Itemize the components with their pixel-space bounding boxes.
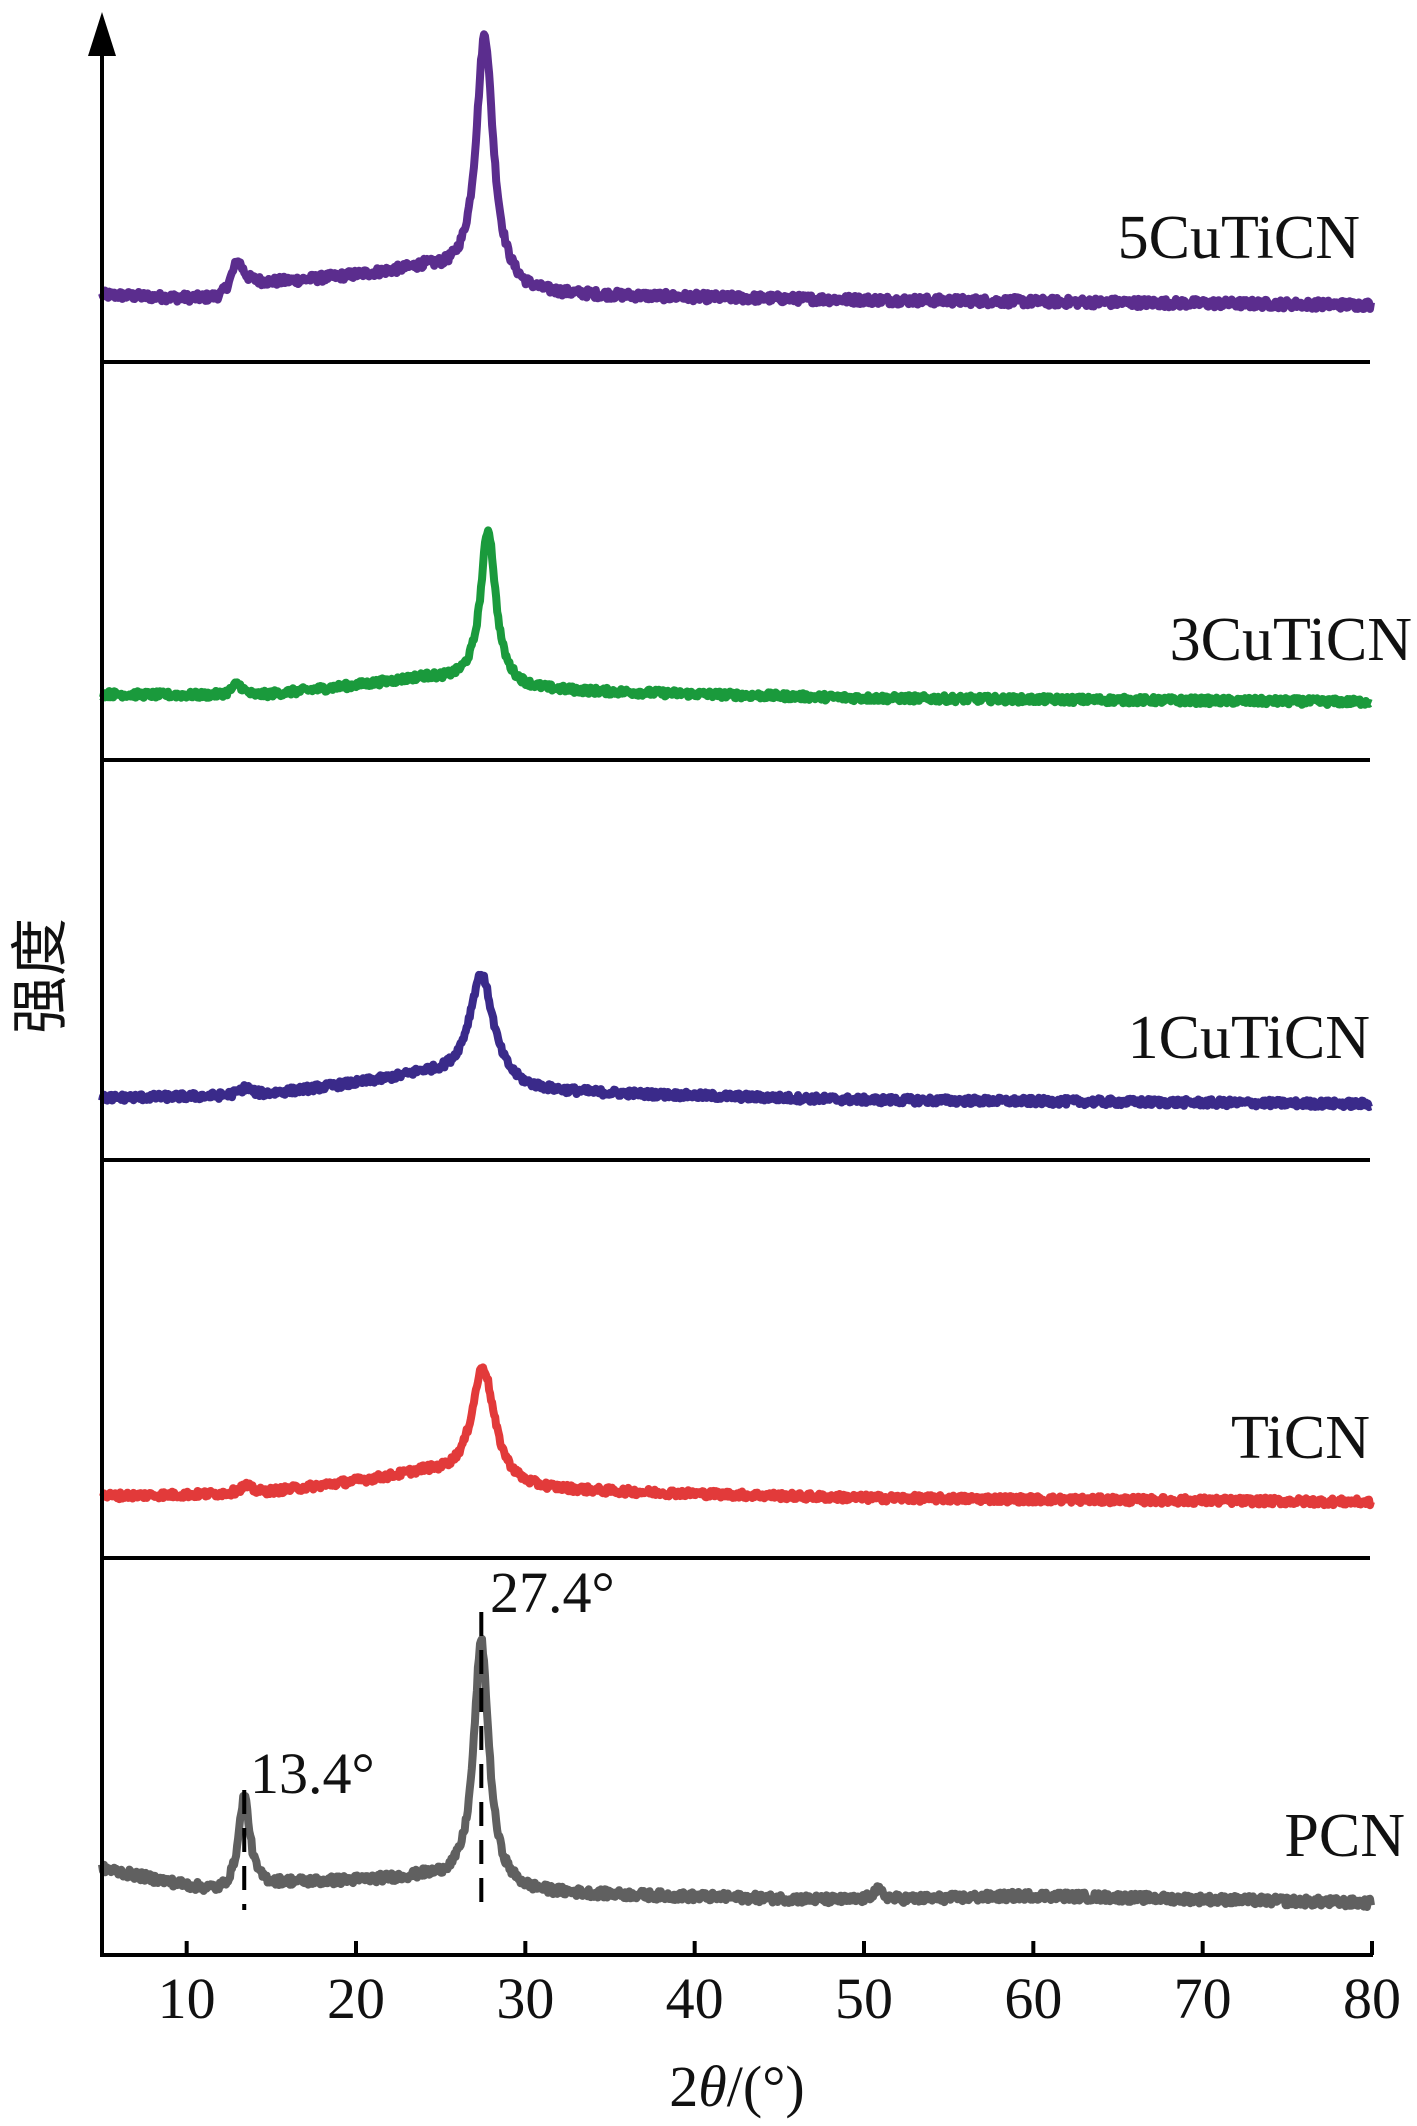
series-line-1CuTiCN	[98, 970, 1374, 1112]
panel-1CuTiCN: 1CuTiCN	[98, 970, 1374, 1162]
series-label-TiCN: TiCN	[1231, 1404, 1370, 1472]
x-tick-label: 30	[496, 1966, 554, 2031]
peak-annotation-label: 27.4°	[490, 1560, 615, 1625]
y-axis-title: 强度	[8, 918, 73, 1034]
x-axis-title-main: 2	[669, 2054, 698, 2119]
x-axis-title-unit: /(°)	[727, 2054, 805, 2119]
series-line-TiCN	[99, 1363, 1375, 1510]
y-axis-arrow-icon	[88, 12, 116, 56]
series-label-3CuTiCN: 3CuTiCN	[1170, 606, 1412, 674]
x-tick-label: 10	[158, 1966, 216, 2031]
x-tick-label: 80	[1343, 1966, 1401, 2031]
x-tick-label: 50	[835, 1966, 893, 2031]
chart-panels: 5CuTiCN 3CuTiCN 1CuTiCN TiCN PCN 13.4° 27.4°	[98, 30, 1412, 1912]
x-tick-label: 60	[1004, 1966, 1062, 2031]
series-label-1CuTiCN: 1CuTiCN	[1128, 1004, 1370, 1072]
peak-annotation-label: 13.4°	[250, 1741, 375, 1806]
series-line-PCN	[98, 1634, 1375, 1911]
x-axis-title: 2θ/(°)	[669, 2054, 804, 2119]
panel-TiCN: TiCN	[99, 1363, 1375, 1560]
x-tick-label: 70	[1174, 1966, 1232, 2031]
series-line-3CuTiCN	[99, 526, 1374, 709]
panel-3CuTiCN: 3CuTiCN	[99, 526, 1412, 762]
series-label-PCN: PCN	[1284, 1802, 1405, 1870]
x-axis-ticks: 10 20 30 40 50 60 70 80	[158, 1941, 1401, 2031]
x-tick-label: 40	[666, 1966, 724, 2031]
panel-PCN: PCN	[98, 1634, 1405, 1911]
panel-5CuTiCN: 5CuTiCN	[98, 30, 1375, 364]
x-axis-title-symbol: θ	[698, 2054, 727, 2119]
series-line-5CuTiCN	[98, 30, 1375, 313]
x-tick-label: 20	[327, 1966, 385, 2031]
series-label-5CuTiCN: 5CuTiCN	[1118, 204, 1360, 272]
